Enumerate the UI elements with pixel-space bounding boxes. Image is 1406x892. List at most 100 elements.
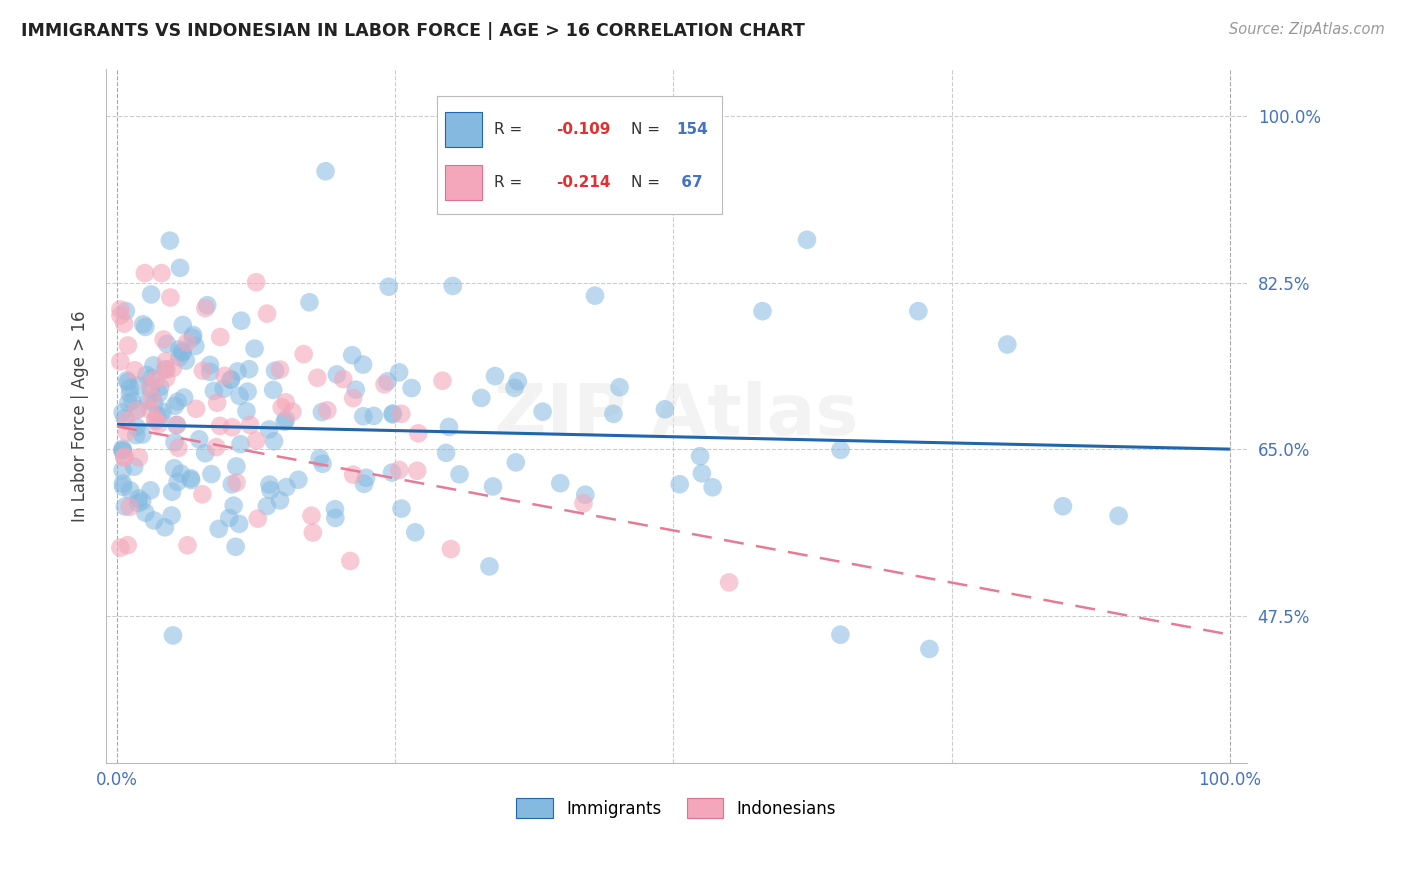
Point bbox=[404, 525, 426, 540]
Point bbox=[143, 396, 166, 410]
Point bbox=[226, 364, 249, 378]
Point bbox=[141, 287, 163, 301]
Point bbox=[149, 409, 172, 424]
Point bbox=[1108, 508, 1130, 523]
Point bbox=[110, 309, 132, 323]
Point bbox=[125, 403, 148, 417]
Point bbox=[340, 348, 363, 362]
Point bbox=[131, 494, 153, 508]
Text: IMMIGRANTS VS INDONESIAN IN LABOR FORCE | AGE > 16 CORRELATION CHART: IMMIGRANTS VS INDONESIAN IN LABOR FORCE … bbox=[21, 22, 806, 40]
Point bbox=[112, 480, 135, 494]
Point bbox=[235, 404, 257, 418]
Point bbox=[172, 318, 194, 332]
Point bbox=[228, 516, 250, 531]
Point bbox=[191, 364, 214, 378]
Point bbox=[128, 491, 150, 506]
Point bbox=[139, 382, 162, 396]
Point bbox=[381, 408, 404, 422]
Point bbox=[166, 394, 188, 409]
Point bbox=[326, 368, 349, 382]
Point bbox=[363, 409, 385, 423]
Point bbox=[180, 471, 202, 485]
Point bbox=[155, 354, 177, 368]
Point bbox=[132, 318, 155, 332]
Point bbox=[482, 479, 505, 493]
Point bbox=[162, 360, 184, 375]
Point bbox=[200, 467, 222, 481]
Point bbox=[246, 511, 269, 525]
Point bbox=[120, 483, 142, 498]
Point bbox=[166, 417, 188, 432]
Point bbox=[121, 394, 143, 409]
Point bbox=[352, 358, 374, 372]
Point bbox=[117, 538, 139, 552]
Point bbox=[377, 375, 399, 389]
Point bbox=[166, 475, 188, 489]
Point bbox=[194, 301, 217, 315]
Point bbox=[342, 391, 364, 405]
Point bbox=[918, 642, 941, 657]
Point bbox=[150, 266, 173, 280]
Point bbox=[373, 377, 395, 392]
Point bbox=[574, 488, 596, 502]
Point bbox=[484, 369, 506, 384]
Point bbox=[470, 391, 492, 405]
Point bbox=[114, 500, 136, 514]
Point bbox=[214, 368, 236, 383]
Point bbox=[239, 417, 262, 432]
Point bbox=[115, 425, 138, 440]
Point bbox=[125, 428, 148, 442]
Point bbox=[127, 378, 149, 392]
Point bbox=[718, 575, 741, 590]
Point bbox=[111, 444, 134, 458]
Point bbox=[134, 506, 156, 520]
Point bbox=[583, 288, 606, 302]
Point bbox=[259, 477, 281, 491]
Point bbox=[160, 484, 183, 499]
Point bbox=[135, 368, 157, 382]
Point bbox=[219, 373, 242, 387]
Point bbox=[437, 420, 460, 434]
Point bbox=[505, 455, 527, 469]
Point bbox=[111, 476, 134, 491]
Point bbox=[111, 442, 134, 456]
Point bbox=[270, 401, 292, 415]
Point bbox=[208, 418, 231, 433]
Point bbox=[160, 508, 183, 523]
Point bbox=[236, 384, 259, 399]
Point bbox=[169, 260, 191, 275]
Point bbox=[117, 375, 139, 389]
Point bbox=[218, 511, 240, 525]
Point bbox=[342, 467, 364, 482]
Point bbox=[163, 399, 186, 413]
Point bbox=[156, 337, 179, 351]
Point bbox=[228, 389, 250, 403]
Point bbox=[219, 372, 242, 386]
Point bbox=[262, 383, 284, 397]
Point bbox=[225, 475, 247, 490]
Point bbox=[111, 463, 134, 477]
Point bbox=[907, 304, 929, 318]
Point bbox=[830, 628, 852, 642]
Point bbox=[548, 476, 571, 491]
Point bbox=[110, 541, 132, 555]
Point bbox=[353, 476, 375, 491]
Point bbox=[274, 412, 297, 426]
Point bbox=[155, 371, 177, 385]
Point bbox=[139, 378, 162, 392]
Point bbox=[274, 395, 297, 409]
Point bbox=[117, 395, 139, 409]
Point bbox=[325, 511, 347, 525]
Point bbox=[281, 405, 304, 419]
Point bbox=[401, 381, 423, 395]
Point bbox=[668, 477, 690, 491]
Point bbox=[602, 407, 624, 421]
Point bbox=[110, 354, 132, 368]
Point bbox=[257, 422, 280, 436]
Point bbox=[995, 337, 1018, 351]
Point bbox=[152, 333, 174, 347]
Point bbox=[163, 461, 186, 475]
Point bbox=[146, 409, 169, 423]
Point bbox=[434, 446, 457, 460]
Point bbox=[155, 362, 177, 376]
